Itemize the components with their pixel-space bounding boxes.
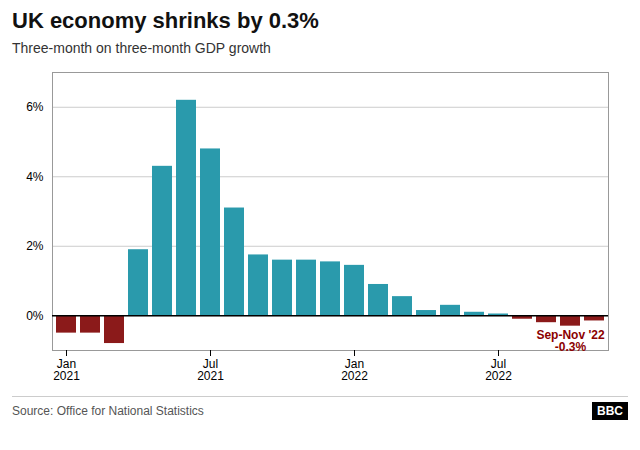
svg-text:0%: 0% (26, 309, 44, 323)
svg-text:Jan2021: Jan2021 (53, 357, 80, 383)
html-text:BBC: BBC (597, 404, 623, 418)
svg-text:Sep-Nov '22-0.3%: Sep-Nov '22-0.3% (536, 328, 605, 354)
svg-text:Jan2022: Jan2022 (341, 357, 368, 383)
svg-text:Jul2021: Jul2021 (197, 357, 224, 383)
svg-text:4%: 4% (26, 170, 44, 184)
html-text:Three-month on three-month GDP: Three-month on three-month GDP growth (12, 40, 271, 56)
svg-text:6%: 6% (26, 100, 44, 114)
svg-text:2%: 2% (26, 239, 44, 253)
svg-text:Jul2022: Jul2022 (485, 357, 512, 383)
html-text:UK economy shrinks by 0.3%: UK economy shrinks by 0.3% (12, 8, 319, 33)
html-text:Source: Office for National St: Source: Office for National Statistics (12, 404, 204, 418)
